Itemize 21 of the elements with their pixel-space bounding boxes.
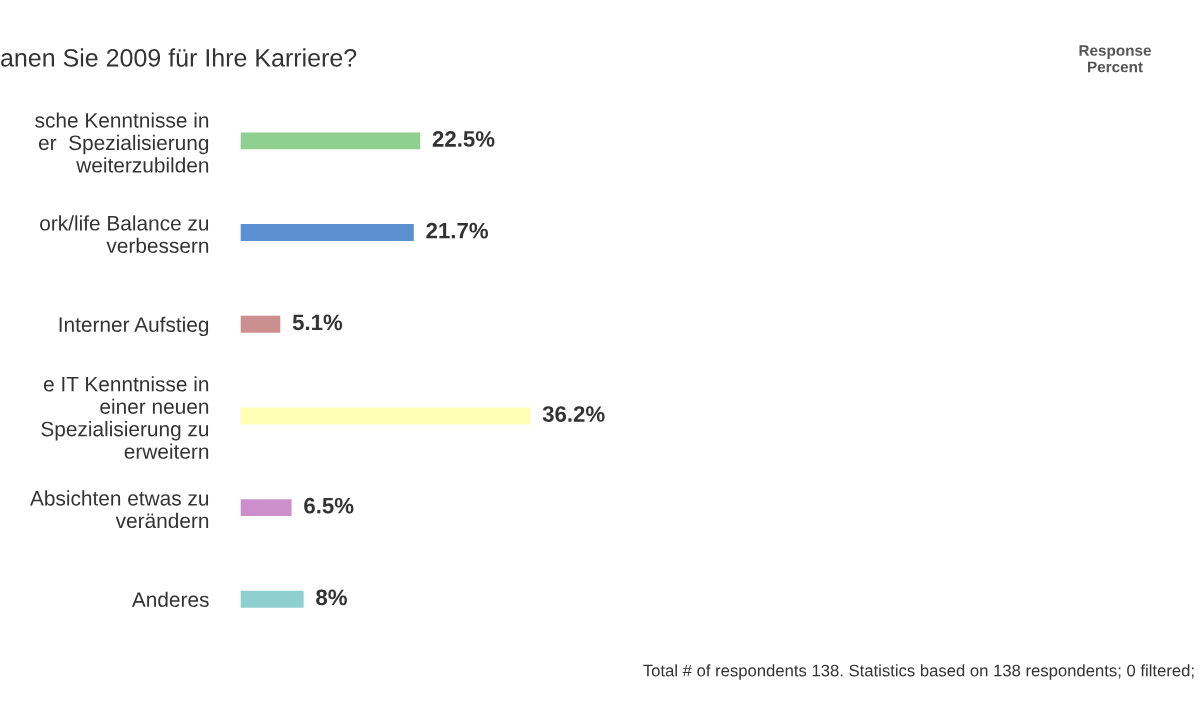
y-tick-label: Anderes — [131, 591, 209, 608]
data-label: 5.1% — [292, 314, 343, 331]
y-tick-label: ork/life Balance zu verbessern — [40, 215, 209, 254]
data-label: 6.5% — [304, 497, 354, 514]
data-label: 36.2% — [542, 406, 605, 422]
bar — [240, 406, 532, 426]
bar — [240, 497, 293, 518]
data-label: 22.5% — [432, 131, 495, 147]
data-label: 8% — [316, 589, 347, 606]
bar — [240, 131, 422, 151]
text: Response Percent — [1079, 45, 1151, 73]
y-tick-label: e IT Kenntnisse in einer neuen Spezialisierung zu erweitern — [41, 376, 209, 459]
y-tick-label: Absichten etwas zu verändern — [30, 490, 209, 529]
bar — [240, 589, 306, 610]
y-tick-label: Interner Aufstieg — [59, 316, 209, 337]
data-label: 21.7% — [426, 222, 488, 239]
bar — [240, 314, 282, 335]
y-tick-label: sche Kenntnisse in er Spezialisierung weiterzubilden — [35, 112, 209, 173]
bar — [240, 222, 416, 243]
chart-title: anen Sie 2009 für Ihre Karriere? — [1, 48, 357, 67]
text: Total # of respondents 138. Statistics based on 138 respondents; 0 filtered; — [643, 664, 1194, 680]
